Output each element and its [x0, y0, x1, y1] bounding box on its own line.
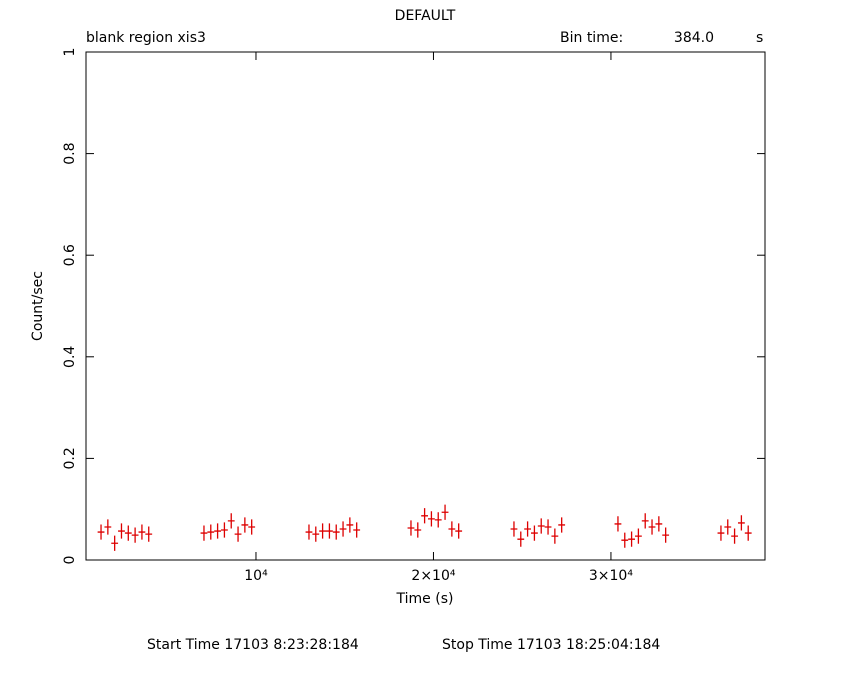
data-point: [104, 519, 112, 535]
x-tick-label: 10⁴: [244, 568, 268, 584]
data-point: [737, 515, 745, 531]
data-point: [641, 513, 649, 529]
data-point: [628, 531, 635, 547]
x-tick-label: 2×10⁴: [411, 568, 455, 584]
data-point: [614, 516, 622, 532]
data-point: [207, 524, 215, 540]
data-point: [131, 527, 139, 543]
data-point: [241, 517, 249, 533]
y-axis-label: Count/sec: [30, 271, 46, 341]
data-point: [655, 516, 663, 532]
data-point: [551, 528, 559, 544]
data-point: [339, 521, 347, 537]
data-point: [305, 524, 313, 540]
plot-frame: [85, 51, 766, 561]
subtitle: blank region xis3: [86, 30, 206, 46]
data-point: [717, 525, 725, 541]
chart-title: DEFAULT: [395, 8, 456, 24]
data-point: [414, 522, 422, 538]
data-point: [145, 526, 153, 542]
data-point: [662, 527, 670, 543]
data-point: [544, 519, 552, 535]
data-point: [537, 518, 545, 534]
x-axis-label: Time (s): [396, 591, 454, 607]
data-point: [353, 522, 361, 538]
bin-time-label: Bin time:: [560, 30, 623, 46]
data-point: [118, 523, 125, 539]
data-point: [517, 531, 525, 547]
data-point: [731, 528, 738, 544]
data-point: [455, 523, 463, 539]
y-tick-label: 1: [62, 48, 78, 57]
data-point: [558, 517, 566, 533]
data-point: [441, 504, 449, 520]
data-point: [214, 523, 222, 539]
y-tick-label: 0.2: [62, 447, 78, 469]
bin-time-value: 384.0: [674, 30, 714, 46]
data-point: [648, 519, 656, 535]
data-point: [227, 513, 235, 529]
start-time: Start Time 17103 8:23:28:184: [147, 637, 359, 653]
data-point: [326, 523, 333, 539]
data-point: [111, 535, 119, 551]
data-point: [200, 525, 208, 541]
data-point: [524, 521, 532, 537]
data-point: [312, 526, 320, 542]
data-point: [634, 528, 642, 544]
data-point: [234, 526, 242, 542]
data-point: [346, 517, 354, 533]
data-point: [724, 519, 732, 535]
data-point: [448, 521, 456, 537]
data-point: [97, 524, 105, 540]
data-point: [434, 512, 442, 528]
data-point: [407, 520, 415, 536]
y-tick-label: 0: [62, 556, 78, 565]
x-tick-label: 3×10⁴: [589, 568, 633, 584]
data-point: [428, 511, 435, 527]
data-point: [221, 522, 228, 538]
data-point: [744, 525, 752, 541]
y-tick-label: 0.6: [62, 244, 78, 266]
data-point: [138, 524, 146, 540]
bin-time-unit: s: [756, 30, 763, 46]
data-point: [621, 532, 629, 548]
data-point: [248, 519, 256, 535]
y-tick-label: 0.4: [62, 346, 78, 368]
data-point: [510, 521, 518, 537]
data-point: [531, 525, 538, 541]
stop-time: Stop Time 17103 18:25:04:184: [442, 637, 660, 653]
y-tick-label: 0.8: [62, 142, 78, 164]
data-point: [124, 525, 132, 541]
data-point: [421, 508, 429, 524]
data-point: [319, 523, 327, 539]
data-point: [332, 524, 340, 540]
